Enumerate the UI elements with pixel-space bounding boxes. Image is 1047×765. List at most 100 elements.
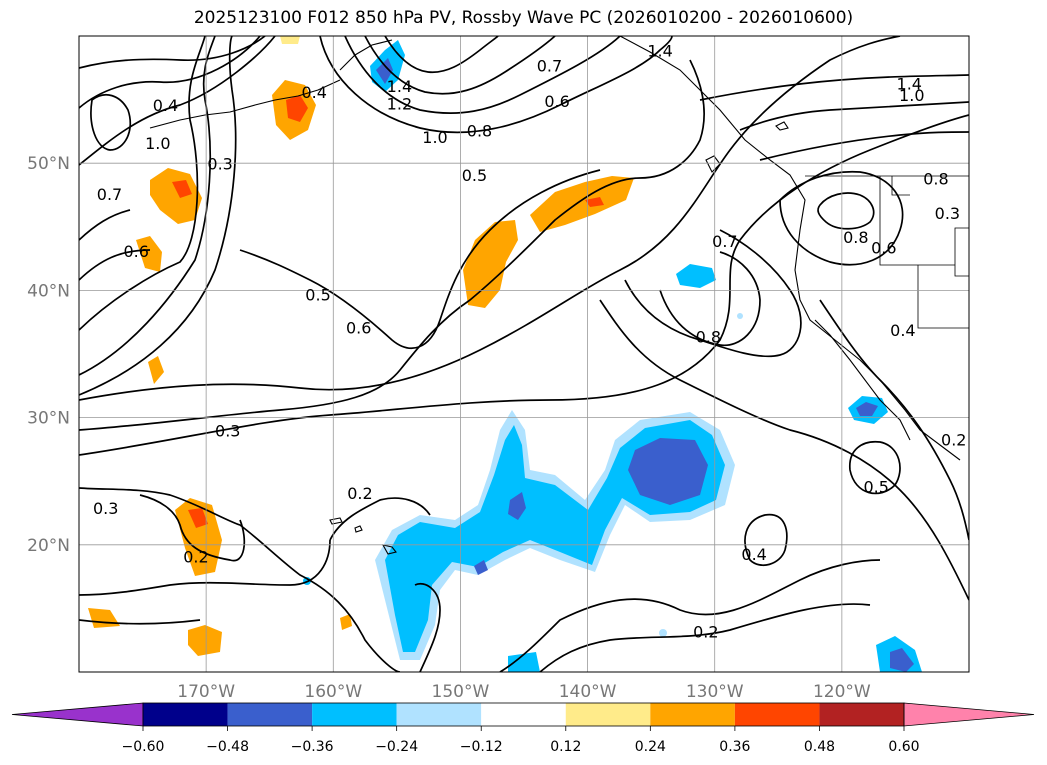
positive-region-mid-east-core xyxy=(585,197,604,207)
contour-label: 0.8 xyxy=(843,228,868,247)
gridlines xyxy=(79,36,969,672)
colorbar-tick-label: −0.36 xyxy=(291,739,334,755)
shaded-regions xyxy=(88,36,922,672)
contour-label: 0.4 xyxy=(741,545,766,564)
contour-label: 0.4 xyxy=(301,83,326,102)
lon-tick-label: 160°W xyxy=(304,682,362,702)
coastlines xyxy=(149,36,961,555)
contour-label: 0.3 xyxy=(93,499,118,518)
contour-label: 1.4 xyxy=(647,41,672,60)
lon-tick-label: 120°W xyxy=(813,682,871,702)
longitude-labels: 170°W 160°W 150°W 140°W 130°W 120°W xyxy=(177,682,871,702)
colorbar-segment xyxy=(734,703,820,726)
contour-label: 0.5 xyxy=(462,166,487,185)
colorbar-segment xyxy=(396,703,482,726)
contour-label: 0.7 xyxy=(537,57,562,76)
positive-anomaly-regions xyxy=(88,36,634,656)
contour-label: 0.4 xyxy=(890,321,915,340)
positive-region-west xyxy=(150,168,202,224)
contour-label: 0.4 xyxy=(153,96,178,115)
colorbar-segment xyxy=(650,703,735,726)
negative-dot-2 xyxy=(659,629,667,637)
latitude-labels: 20°N 30°N 40°N 50°N xyxy=(27,154,70,556)
contour-labels: 0.71.41.41.21.0 0.80.60.51.41.00.40.41.00… xyxy=(93,41,966,641)
colorbar: −0.60 −0.48 −0.36 −0.24 −0.12 0.12 0.24 0.36 0.4… xyxy=(11,702,1035,755)
contour-label: 0.8 xyxy=(696,327,721,346)
contour-label: 0.3 xyxy=(935,204,960,223)
contour-label: 0.6 xyxy=(123,242,148,261)
colorbar-extend-high xyxy=(903,702,1035,727)
contour-label: 1.4 xyxy=(897,74,922,93)
negative-anomaly-regions xyxy=(303,40,922,672)
lat-tick-label: 30°N xyxy=(27,409,70,429)
contour-label: 0.3 xyxy=(215,422,240,441)
lon-tick-label: 150°W xyxy=(432,682,490,702)
contour-label: 1.0 xyxy=(899,86,924,105)
positive-region-south-west-core xyxy=(188,508,208,528)
contour-label: 1.0 xyxy=(145,134,170,153)
negative-region-mid xyxy=(676,264,716,288)
contour-label: 0.7 xyxy=(97,185,122,204)
positive-region-small-1 xyxy=(136,236,162,272)
colorbar-tick-label: 0.48 xyxy=(804,739,835,755)
lon-tick-label: 140°W xyxy=(559,682,617,702)
positive-region-mid-east xyxy=(530,176,634,232)
map-frame xyxy=(78,35,970,673)
contour-label: 0.6 xyxy=(544,92,569,111)
negative-region-south-east-strong xyxy=(890,648,914,672)
contour-label: 0.8 xyxy=(923,170,948,189)
negative-region-north-strong xyxy=(376,58,393,84)
colorbar-frame xyxy=(142,702,905,727)
contour-label: 0.2 xyxy=(941,430,966,449)
colorbar-extend-low xyxy=(11,702,144,727)
contour-label: 0.5 xyxy=(305,285,330,304)
negative-region-south xyxy=(508,652,540,672)
contour-label: 0.7 xyxy=(712,232,737,251)
colorbar-tick-label: −0.12 xyxy=(460,739,503,755)
lat-tick-label: 40°N xyxy=(27,281,70,301)
positive-region-south-small xyxy=(188,625,222,656)
positive-region-aleutian-core xyxy=(286,95,308,122)
contour-label: 0.2 xyxy=(183,548,208,567)
negative-region-strong-small xyxy=(508,492,526,520)
colorbar-tick-label: 0.24 xyxy=(635,739,666,755)
positive-region-small-4 xyxy=(280,36,300,44)
contour-label: 0.5 xyxy=(863,478,888,497)
colorbar-tick-label: −0.60 xyxy=(122,739,165,755)
lon-tick-label: 130°W xyxy=(686,682,744,702)
negative-region-strong-east xyxy=(628,438,708,505)
plot-title: 2025123100 F012 850 hPa PV, Rossby Wave … xyxy=(193,8,854,28)
colorbar-tick-label: −0.24 xyxy=(375,739,418,755)
positive-region-small-3 xyxy=(340,614,352,630)
colorbar-tick-label: 0.12 xyxy=(550,739,581,755)
negative-dot-3 xyxy=(737,313,743,319)
contour-label: 0.2 xyxy=(693,623,718,642)
contour-label: 0.6 xyxy=(346,319,371,338)
contour-label: 1.0 xyxy=(422,128,447,147)
pv-contour-lines xyxy=(79,36,969,672)
contour-label: 0.6 xyxy=(871,238,896,257)
lon-tick-label: 170°W xyxy=(177,682,235,702)
colorbar-tick-label: 0.60 xyxy=(888,739,919,755)
colorbar-segment xyxy=(143,703,228,726)
positive-region-south-far xyxy=(88,608,120,628)
boundary-lines xyxy=(805,175,969,329)
colorbar-segment xyxy=(819,703,904,726)
positive-region-west-core xyxy=(172,180,192,198)
contour-label: 0.8 xyxy=(467,121,492,140)
positive-region-south-west xyxy=(175,498,222,576)
colorbar-tick-label: 0.36 xyxy=(719,739,750,755)
contour-label: 1.4 xyxy=(387,77,412,96)
negative-region-baja-strong xyxy=(856,402,878,416)
contour-label: 0.2 xyxy=(347,484,372,503)
colorbar-segment xyxy=(227,703,313,726)
colorbar-segment xyxy=(565,703,651,726)
lat-tick-label: 20°N xyxy=(27,536,70,556)
contour-label: 1.2 xyxy=(387,95,412,114)
positive-region-mid xyxy=(463,220,518,308)
positive-region-small-2 xyxy=(148,356,164,384)
colorbar-segment xyxy=(312,703,397,726)
colorbar-segment xyxy=(481,703,566,726)
contour-label: 0.3 xyxy=(207,154,232,173)
